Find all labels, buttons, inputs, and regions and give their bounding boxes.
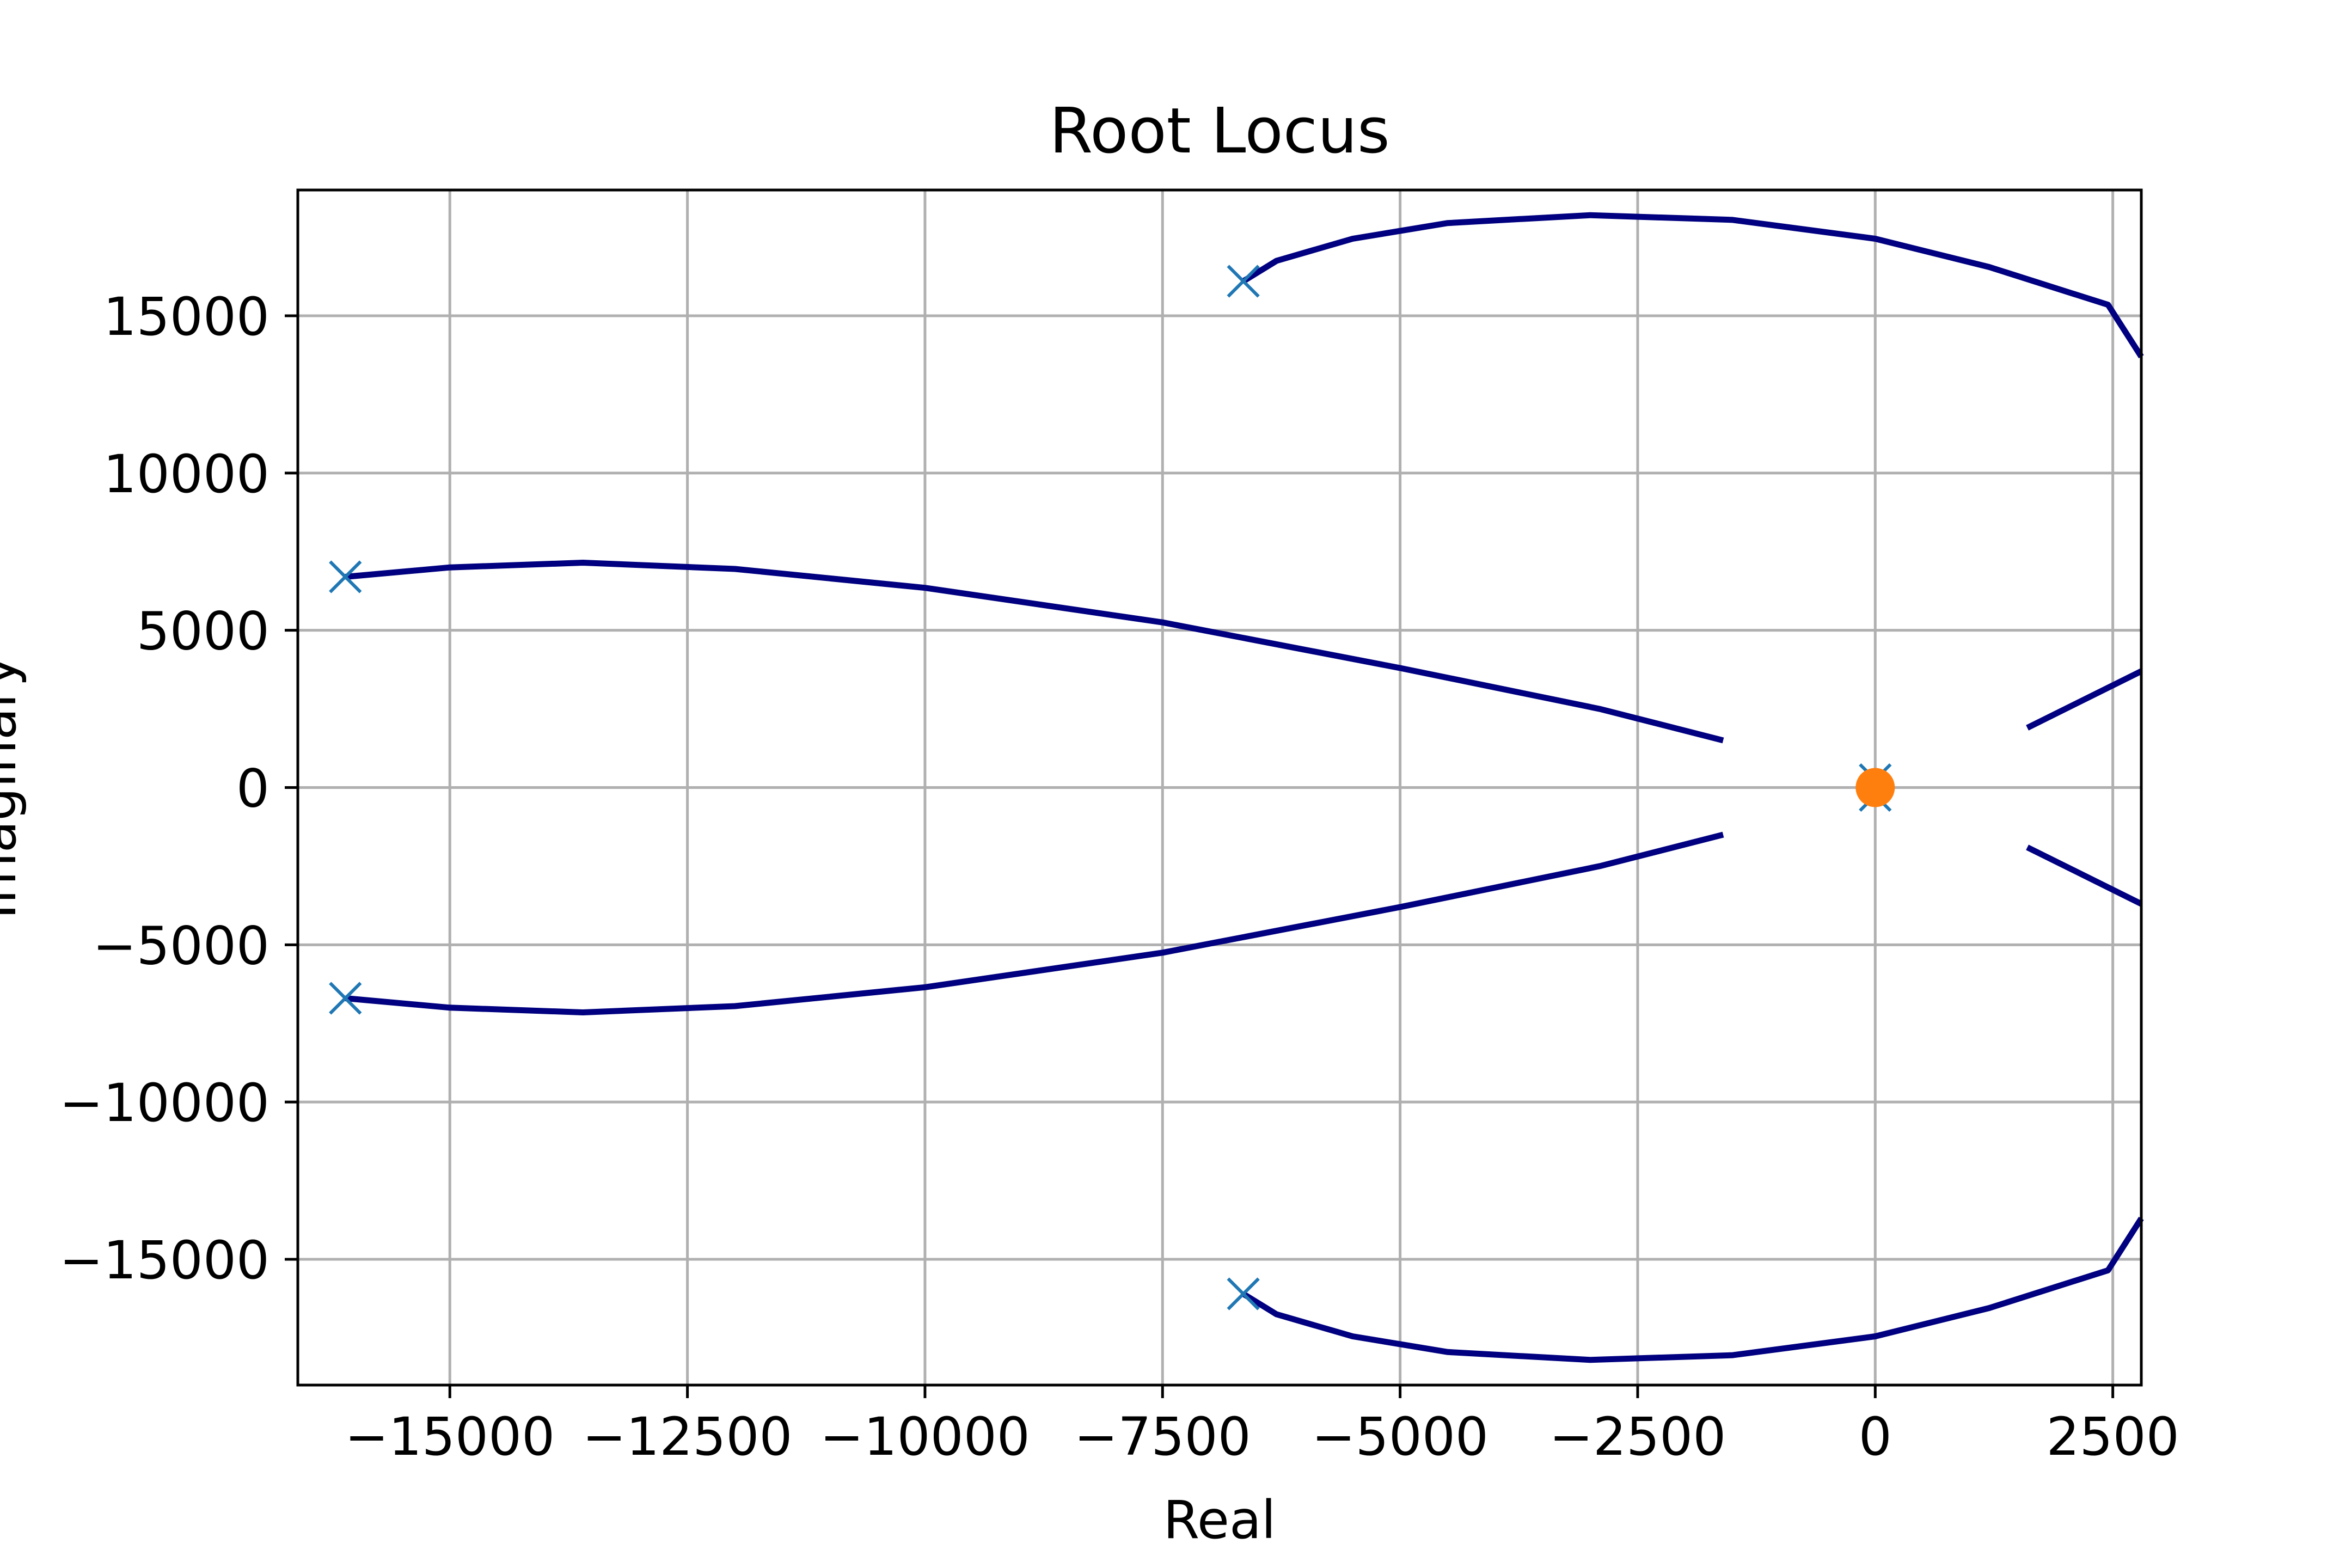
y-tick-label: 10000 — [103, 444, 270, 505]
x-tick-label: −10000 — [820, 1406, 1030, 1467]
x-tick-label: −7500 — [1074, 1406, 1251, 1467]
locus-branch — [1241, 1216, 2144, 1363]
locus-branch — [345, 560, 1724, 744]
locus-branch — [2026, 844, 2143, 907]
x-tick-label: −12500 — [583, 1406, 793, 1467]
y-tick-label: −15000 — [59, 1230, 270, 1291]
y-tick-label: 0 — [236, 758, 270, 819]
x-tick-label: −5000 — [1312, 1406, 1489, 1467]
y-axis-label: Imaginary — [0, 656, 28, 919]
pole-marker — [329, 560, 362, 593]
locus-branch — [1241, 212, 2144, 359]
locus-branches — [345, 212, 2144, 1363]
x-axis-ticks: −15000 −12500 −10000 −7500 −5000 −2500 0 2500 — [345, 1385, 2179, 1467]
pole-stroke — [1227, 1277, 1260, 1310]
pole-stroke — [329, 982, 362, 1015]
locus-branch — [2026, 668, 2143, 731]
x-axis-label: Real — [1163, 1490, 1276, 1551]
zero-marker — [1855, 768, 1895, 807]
y-tick-label: −10000 — [59, 1073, 270, 1134]
locus-branch — [345, 831, 1724, 1015]
pole-stroke — [329, 560, 362, 593]
y-tick-label: −5000 — [93, 915, 270, 976]
pole-marker — [1227, 1277, 1260, 1310]
x-tick-label: 2500 — [2046, 1406, 2179, 1467]
pole-marker — [1227, 265, 1260, 298]
pole-zero-markers — [329, 265, 1895, 1310]
x-tick-label: −2500 — [1549, 1406, 1726, 1467]
y-tick-label: 15000 — [103, 286, 270, 347]
pole-stroke — [1227, 265, 1260, 298]
grid — [298, 190, 2141, 1385]
y-tick-label: 5000 — [137, 601, 270, 662]
pole-marker — [329, 982, 362, 1015]
chart-title: Root Locus — [1049, 95, 1390, 168]
y-axis-ticks: 15000 10000 5000 0 −5000 −10000 −15000 — [59, 286, 298, 1291]
x-tick-label: −15000 — [345, 1406, 555, 1467]
x-tick-label: 0 — [1859, 1406, 1892, 1467]
